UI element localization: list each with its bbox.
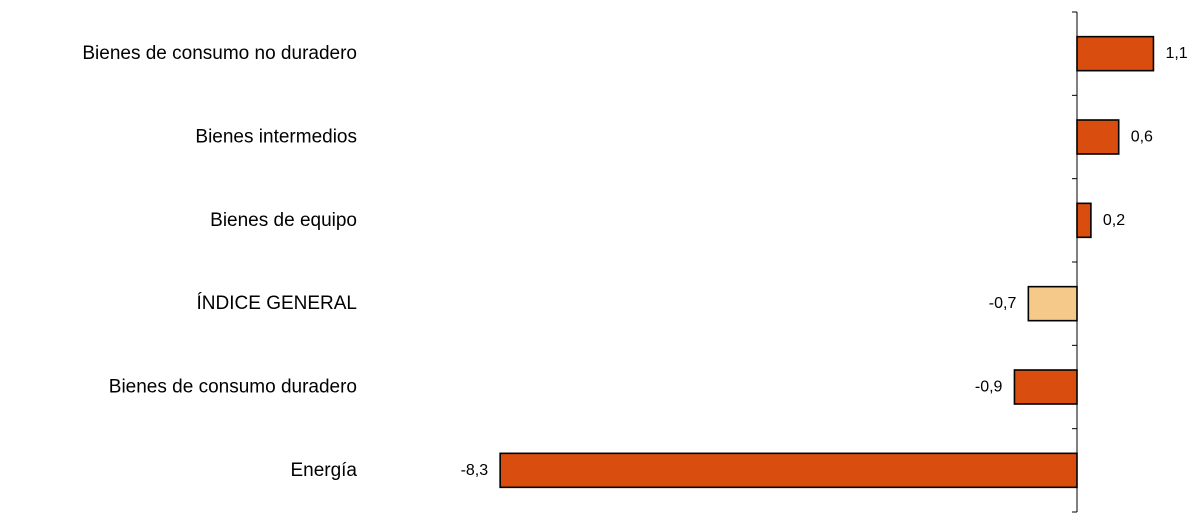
- value-axis-group: [1072, 11, 1078, 513]
- bars-group: [499, 35, 1155, 489]
- category-label-3: ÍNDICE GENERAL: [197, 293, 357, 314]
- category-labels-group: Bienes de consumo no duradero Bienes inte…: [82, 43, 357, 481]
- bar-4: [1013, 369, 1078, 405]
- category-label-0: Bienes de consumo no duradero: [82, 43, 357, 64]
- value-label-4: -0,9: [975, 379, 1003, 396]
- value-label-3: -0,7: [989, 295, 1017, 312]
- bar-5: [499, 452, 1078, 489]
- bar-2: [1076, 202, 1092, 239]
- category-label-2: Bienes de equipo: [210, 210, 357, 231]
- bar-1: [1076, 119, 1120, 155]
- value-label-2: 0,2: [1103, 212, 1125, 229]
- category-label-4: Bienes de consumo duradero: [109, 377, 357, 398]
- category-label-1: Bienes intermedios: [195, 127, 357, 148]
- bar-3: [1027, 285, 1078, 322]
- bar-0: [1076, 35, 1155, 72]
- value-label-1: 0,6: [1131, 129, 1153, 146]
- value-labels-group: 1,1 0,6 0,2 -0,7 -0,9 -8,3: [461, 45, 1188, 479]
- value-label-5: -8,3: [461, 462, 489, 479]
- value-label-0: 1,1: [1165, 45, 1187, 62]
- category-label-5: Energía: [290, 460, 357, 481]
